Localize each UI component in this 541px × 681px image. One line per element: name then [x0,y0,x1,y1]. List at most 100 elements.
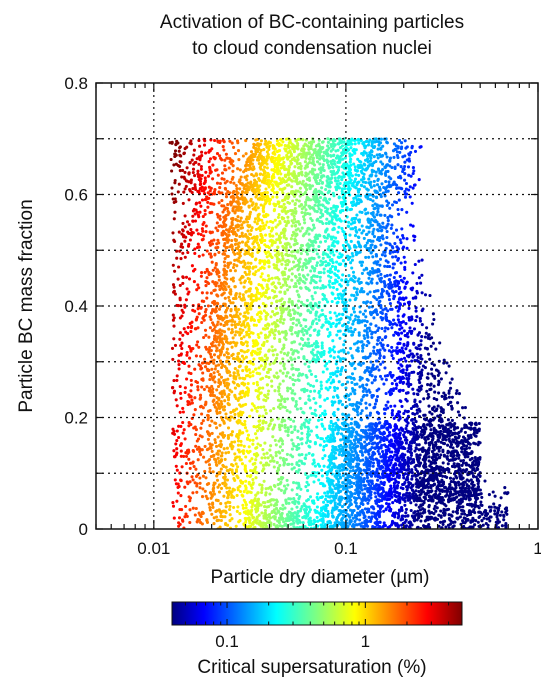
scatter-point [211,387,215,391]
scatter-point [238,168,242,172]
scatter-point [215,346,219,350]
scatter-point [268,333,272,337]
scatter-point [299,286,303,290]
scatter-point [189,181,193,185]
scatter-point [311,156,315,160]
scatter-point [255,446,259,450]
scatter-point [261,221,265,225]
scatter-point [294,400,298,404]
scatter-point [296,143,300,148]
scatter-point [258,419,262,423]
scatter-point [189,395,193,399]
scatter-point [195,288,199,292]
scatter-point [247,265,252,269]
scatter-point [224,287,228,292]
scatter-point [254,227,258,231]
scatter-point [346,224,351,228]
scatter-point [233,269,237,273]
scatter-point [199,453,203,457]
scatter-point [309,325,313,329]
scatter-point [298,265,302,269]
scatter-point [340,278,344,282]
scatter-point [347,148,351,152]
scatter-point [247,205,251,209]
scatter-point [336,418,340,422]
scatter-point [212,522,216,526]
scatter-point [321,313,325,317]
scatter-point [208,345,212,350]
scatter-point [287,165,291,169]
scatter-point [351,254,355,258]
scatter-point [368,138,372,142]
scatter-point [238,512,242,516]
scatter-point [223,475,227,479]
scatter-point [277,213,281,217]
scatter-point [213,380,217,384]
scatter-point [215,411,219,415]
scatter-point [263,170,267,174]
scatter-point [298,257,302,261]
scatter-point [219,443,224,447]
scatter-point [265,383,270,387]
scatter-point [227,327,231,331]
scatter-point [310,184,315,188]
scatter-point [319,171,323,175]
scatter-point [289,497,293,501]
scatter-point [323,239,328,243]
scatter-point [227,166,231,170]
scatter-point [256,206,260,210]
scatter-point [255,429,260,433]
scatter-point [204,494,208,498]
scatter-point [175,429,179,433]
scatter-point [317,255,321,259]
scatter-point [314,401,318,405]
scatter-point [218,154,222,158]
scatter-point [247,335,252,339]
scatter-point [222,316,226,320]
scatter-point [223,249,227,253]
scatter-point [303,456,308,461]
scatter-point [236,219,240,223]
scatter-point [225,322,229,326]
scatter-point [323,409,327,413]
scatter-point [293,201,297,206]
scatter-point [336,370,340,374]
scatter-point [178,384,182,389]
scatter-point [223,399,227,403]
scatter-point [225,306,230,310]
scatter-point [254,465,258,469]
scatter-point [216,370,220,374]
scatter-point [208,466,212,470]
scatter-point [342,175,346,179]
scatter-point [268,362,272,366]
scatter-point [238,489,243,494]
scatter-point [230,517,234,521]
scatter-point [214,458,218,462]
scatter-point [335,287,339,291]
scatter-point [300,442,304,446]
scatter-point [297,281,301,285]
scatter-point [281,321,285,325]
scatter-point [349,171,353,175]
scatter-point [280,262,284,266]
scatter-point [278,382,282,386]
scatter-point [270,418,274,422]
scatter-point [175,447,179,451]
scatter-point [207,335,211,339]
scatter-point [216,294,220,298]
scatter-point [178,410,182,414]
scatter-point [257,335,261,339]
scatter-point [215,181,220,185]
scatter-point [188,520,192,525]
scatter-point [304,318,308,322]
scatter-point [335,280,339,284]
scatter-point [363,163,367,167]
scatter-point [213,192,217,196]
scatter-point [237,224,241,228]
scatter-point [220,402,224,406]
scatter-point [321,260,325,264]
scatter-point [300,226,304,230]
scatter-point [218,525,222,529]
scatter-point [236,167,240,171]
scatter-point [204,313,208,317]
